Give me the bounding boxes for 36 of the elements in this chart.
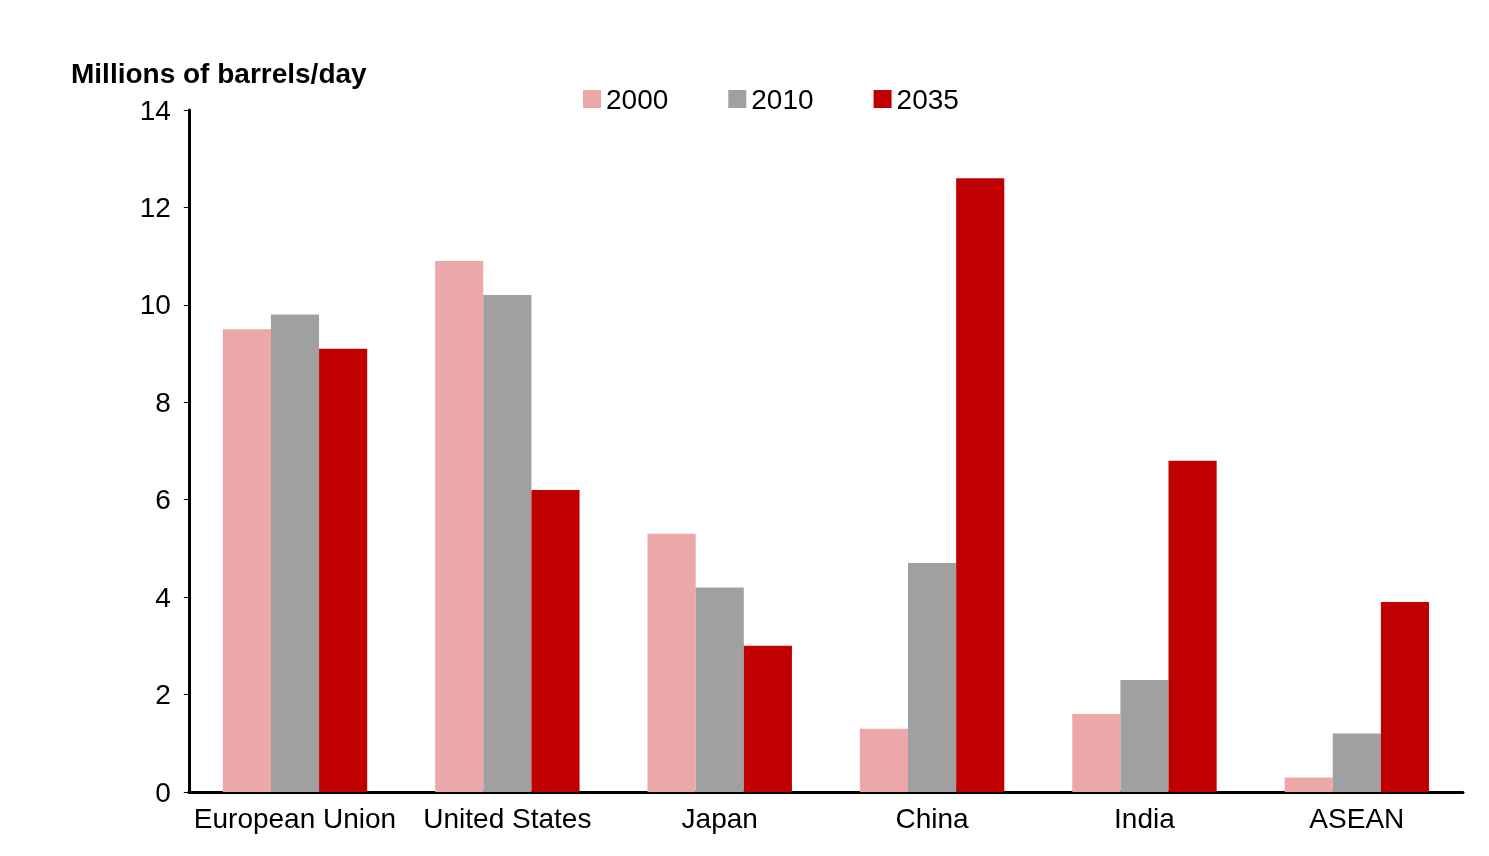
y-axis-title: Millions of barrels/day [70,57,368,89]
bar [1332,733,1381,792]
bar [1380,602,1430,792]
bar [531,489,580,792]
y-tick-label: 0 [155,776,171,808]
x-tick-label: China [895,802,970,834]
y-tick-label: 8 [155,386,171,418]
legend-label: 2010 [751,83,814,115]
x-tick-label: ASEAN [1309,802,1405,834]
legend-label: 2035 [896,83,959,115]
bar [647,533,696,792]
bar [1120,679,1169,792]
legend-label: 2000 [606,83,669,115]
bar [270,314,320,792]
x-tick-label: Japan [681,802,758,834]
y-tick-label: 10 [139,289,171,321]
bar [222,329,271,792]
x-tick-label: European Union [193,802,397,834]
bar [483,295,532,792]
bar [435,261,484,792]
y-tick-label: 12 [139,191,171,223]
bar [859,728,909,792]
bar [319,348,368,792]
y-tick-label: 14 [139,94,171,126]
y-tick-label: 2 [155,679,171,711]
x-tick-label: United States [423,802,592,834]
y-tick-label: 6 [155,484,171,516]
bar [743,645,792,792]
x-tick-label: India [1114,802,1176,834]
bar [908,563,957,792]
y-tick-label: 4 [155,581,171,613]
bar [1168,460,1217,792]
bar [695,587,744,792]
bar [956,178,1005,792]
bar [1072,714,1121,792]
bar [1284,777,1333,792]
